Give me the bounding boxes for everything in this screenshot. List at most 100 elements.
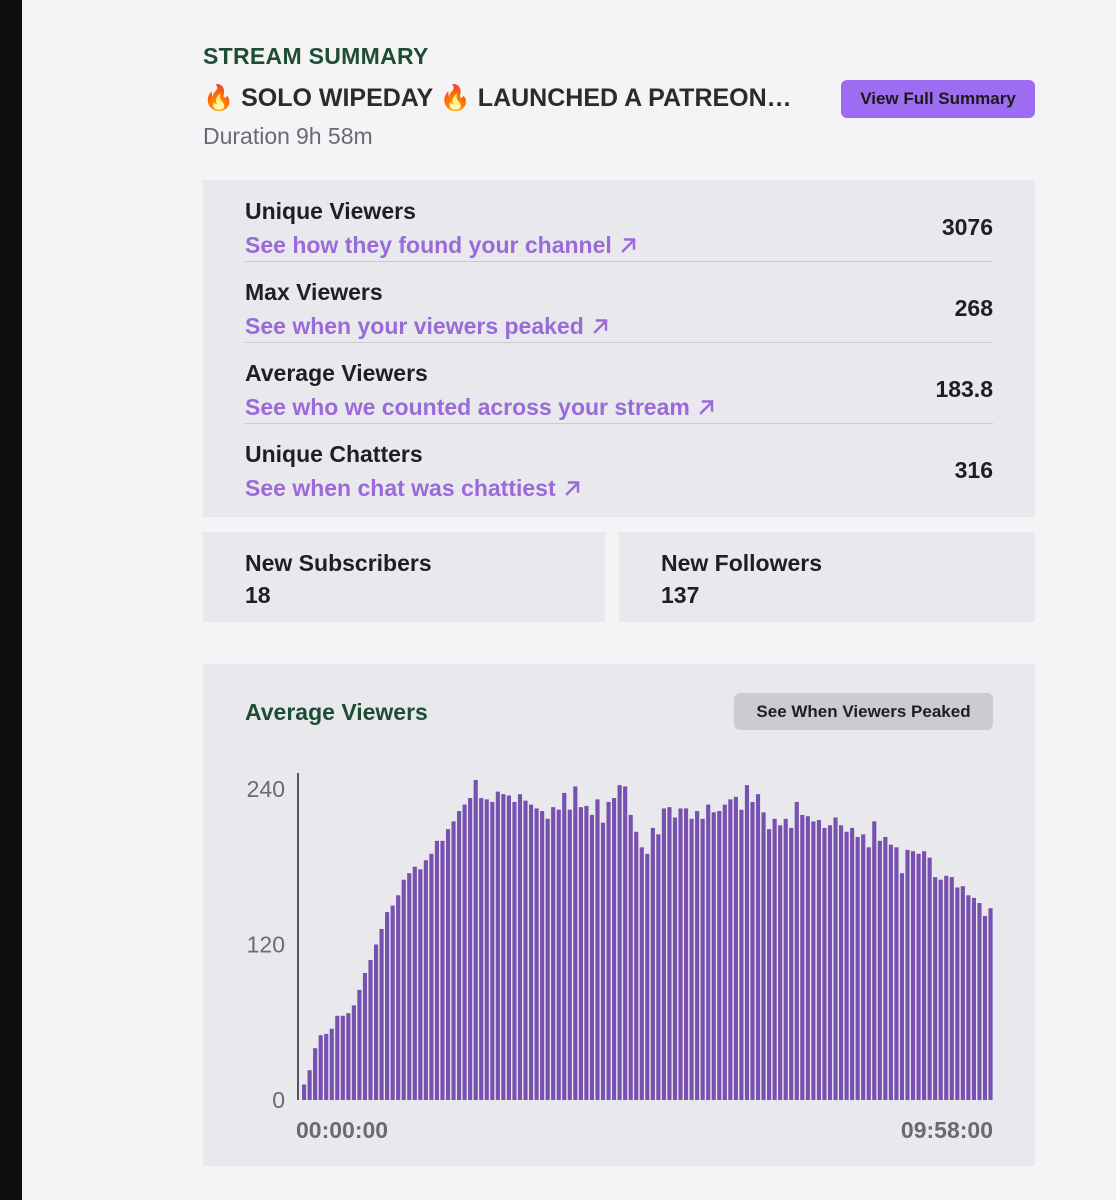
chart-bar [578,807,583,1100]
stat-name: Average Viewers [245,360,428,386]
window-edge [0,0,22,1200]
chart-bar [457,811,462,1100]
average-viewers-link[interactable]: See who we counted across your stream [245,394,715,421]
chart-bar [623,786,628,1100]
stat-link-label: See how they found your channel [245,232,612,258]
chart-bar [938,879,943,1100]
chart-bar [822,827,827,1101]
chart-bar [401,879,406,1100]
chart-bar [324,1033,329,1100]
stat-name: Unique Chatters [245,441,423,467]
chart-bar [429,853,434,1100]
chart-bar [861,834,866,1100]
chart-bar [451,821,456,1100]
chart-bar [656,834,661,1100]
chart-bar [883,836,888,1100]
chart-bar [540,811,545,1100]
chart-bar [318,1035,323,1100]
view-full-summary-button[interactable]: View Full Summary [841,80,1035,118]
chart-bar [850,827,855,1101]
chart-bar [313,1048,318,1100]
chart-bar [423,860,428,1100]
stat-value: 316 [954,457,993,483]
chart-bar [988,908,993,1100]
unique-chatters-link[interactable]: See when chat was chattiest [245,475,581,502]
see-when-viewers-peaked-button[interactable]: See When Viewers Peaked [734,693,993,730]
chart-bar [750,801,755,1100]
chart-bar [927,857,932,1100]
new-subscribers-label: New Subscribers [245,550,432,576]
chart-title: Average Viewers [245,699,428,725]
new-subscribers-value: 18 [245,582,271,608]
chart-bar [971,897,976,1100]
chart-bar [600,822,606,1100]
chart-bar [390,905,395,1101]
chart-bar [800,814,805,1100]
stream-duration: Duration 9h 58m [203,123,373,150]
chart-bar [872,821,877,1100]
chart-bar [955,887,960,1100]
chart-bar [866,847,871,1100]
chart-bar [445,829,451,1100]
chart-bar [761,812,766,1100]
chart-bar [396,895,401,1100]
chart-bar [329,1028,334,1100]
chart-bar [728,799,733,1100]
chart-bar [877,840,882,1100]
chart-bar [778,825,783,1100]
chart-bar [545,818,550,1100]
average-viewers-chart: 240 120 0 00:00:00 09:58:00 [247,773,993,1143]
new-subscribers-card: New Subscribers 18 [203,532,605,622]
chart-bar [855,836,860,1100]
chart-bar [468,798,473,1100]
chart-bar [584,805,589,1100]
chart-bar [811,821,816,1100]
chart-bar [650,827,655,1101]
chart-bar [700,818,705,1100]
external-arrow-icon [699,400,714,415]
max-viewers-link[interactable]: See when your viewers peaked [245,313,609,340]
x-tick-label-end: 09:58:00 [901,1117,993,1143]
chart-bar [434,840,439,1100]
chart-bar [966,895,971,1100]
chart-bar [894,847,899,1100]
x-tick-label-start: 00:00:00 [296,1117,388,1143]
stream-title: 🔥 SOLO WIPEDAY 🔥 LAUNCHED A PATREON… [203,84,792,112]
average-viewers-chart-card: Average Viewers See When Viewers Peaked … [203,664,1035,1166]
chart-bar [351,1005,356,1100]
stats-card: Unique Viewers See how they found your c… [203,180,1035,517]
chart-bar [385,912,390,1100]
chart-bar [678,808,683,1100]
chart-bar [373,944,379,1100]
chart-bar [501,794,506,1100]
chart-bar [689,818,694,1100]
chart-bar [506,795,511,1100]
chart-bar [661,808,666,1100]
external-arrow-icon [593,319,608,334]
new-followers-label: New Followers [661,550,823,576]
chart-bar [606,801,611,1100]
stat-value: 268 [954,295,993,321]
y-tick-label: 120 [247,932,285,958]
stat-link-label: See who we counted across your stream [245,394,690,420]
section-label: STREAM SUMMARY [203,43,429,69]
chart-bar [772,818,777,1100]
chart-bar [733,796,738,1100]
chart-bar [517,794,523,1100]
chart-bar [484,799,489,1100]
stat-name: Unique Viewers [245,198,416,224]
chart-bar [307,1070,312,1100]
chart-bar [612,798,617,1100]
chart-bar [473,779,478,1100]
chart-bar [562,792,567,1100]
chart-bar [440,840,445,1100]
chart-bar [767,829,772,1100]
duration-label: Duration [203,123,290,149]
chart-bar [949,877,954,1100]
duration-value: 9h 58m [295,123,373,149]
chart-bar [960,886,965,1100]
y-tick-label: 0 [272,1087,285,1113]
external-arrow-icon [621,238,636,253]
chart-bar [523,800,528,1100]
unique-viewers-link[interactable]: See how they found your channel [245,232,637,259]
